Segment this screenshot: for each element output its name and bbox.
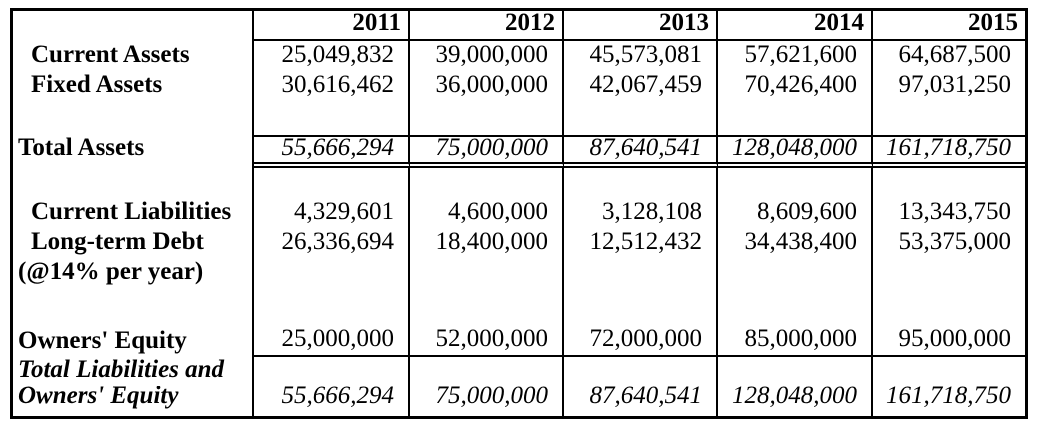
- blank-cell: [564, 168, 718, 198]
- total-value-cell: 161,718,750: [873, 135, 1025, 168]
- blank-cell: [410, 357, 564, 386]
- grand-total-value-cell: 128,048,000: [718, 386, 873, 416]
- blank-cell: [873, 258, 1025, 288]
- value-cell: 85,000,000: [718, 326, 873, 357]
- value-cell: 52,000,000: [410, 326, 564, 357]
- value-cell: 13,343,750: [898, 198, 1012, 225]
- year-header-2011: 2011: [254, 11, 410, 41]
- blank-cell: [718, 357, 873, 386]
- value-cell: 4,600,000: [410, 198, 564, 228]
- year-header-2015: 2015: [873, 11, 1025, 41]
- blank-cell: [410, 288, 564, 326]
- year-header-2013: 2013: [564, 11, 718, 41]
- blank-cell: [564, 258, 718, 288]
- grand-total-value-cell: 55,666,294: [254, 386, 410, 416]
- row-label-total-liabilities-line2: Owners' Equity: [13, 386, 254, 416]
- blank-cell: [254, 168, 410, 198]
- value-cell: 45,573,081: [564, 41, 718, 71]
- blank-cell: [254, 357, 410, 386]
- blank-cell: [13, 288, 254, 326]
- value-cell: 30,616,462: [254, 71, 410, 101]
- blank-cell: [564, 357, 718, 386]
- grand-total-value-cell: 161,718,750: [886, 386, 1011, 409]
- blank-cell: [410, 168, 564, 198]
- value-cell: 25,049,832: [254, 41, 410, 71]
- blank-cell: [564, 288, 718, 326]
- value-cell: 25,000,000: [254, 326, 410, 357]
- blank-cell: [254, 288, 410, 326]
- balance-sheet-table: 2011 2012 2013 2014 2015 Current Assets …: [10, 8, 1028, 419]
- value-cell: 57,621,600: [718, 41, 873, 71]
- corner-cell: [13, 11, 254, 41]
- value-cell: 64,687,500: [898, 41, 1012, 68]
- blank-cell: [254, 258, 410, 288]
- grand-total-value-cell: 75,000,000: [410, 386, 564, 416]
- blank-cell: [718, 288, 873, 326]
- row-label-current-assets: Current Assets: [13, 41, 254, 71]
- blank-cell: [410, 101, 564, 135]
- blank-cell: [13, 168, 254, 198]
- blank-cell: [254, 101, 410, 135]
- total-value-cell: 75,000,000: [410, 135, 564, 168]
- blank-cell: [718, 258, 873, 288]
- value-cell: 53,375,000: [898, 228, 1012, 255]
- row-sublabel-interest-rate: (@14% per year): [13, 258, 254, 288]
- value-cell: 39,000,000: [410, 41, 564, 71]
- year-header-2014: 2014: [718, 11, 873, 41]
- blank-cell: [873, 288, 1025, 326]
- total-value-cell: 87,640,541: [564, 135, 718, 168]
- value-cell: 95,000,000: [873, 326, 1025, 357]
- value-cell: 26,336,694: [254, 228, 410, 258]
- value-cell: 72,000,000: [564, 326, 718, 357]
- total-value-cell: 128,048,000: [718, 135, 873, 168]
- value-cell: 12,512,432: [564, 228, 718, 258]
- row-label-current-liabilities: Current Liabilities: [13, 198, 254, 228]
- value-cell: 36,000,000: [410, 71, 564, 101]
- blank-cell: [873, 101, 1025, 135]
- value-cell: 97,031,250: [898, 71, 1012, 98]
- value-cell: 42,067,459: [564, 71, 718, 101]
- blank-cell: [564, 101, 718, 135]
- blank-cell: [718, 101, 873, 135]
- blank-cell: [410, 258, 564, 288]
- year-header-2012: 2012: [410, 11, 564, 41]
- row-label-long-term-debt: Long-term Debt: [13, 228, 254, 258]
- row-label-owners-equity: Owners' Equity: [13, 326, 254, 357]
- total-value-cell: 55,666,294: [254, 135, 410, 168]
- blank-cell: [718, 168, 873, 198]
- blank-cell: [873, 357, 1025, 386]
- blank-cell: [873, 168, 1025, 198]
- value-cell: 4,329,601: [254, 198, 410, 228]
- value-cell: 34,438,400: [718, 228, 873, 258]
- value-cell: 70,426,400: [718, 71, 873, 101]
- row-label-total-liabilities-line1: Total Liabilities and: [13, 357, 254, 386]
- blank-cell: [13, 101, 254, 135]
- value-cell: 8,609,600: [718, 198, 873, 228]
- row-label-fixed-assets: Fixed Assets: [13, 71, 254, 101]
- value-cell: 3,128,108: [564, 198, 718, 228]
- grand-total-value-cell: 87,640,541: [564, 386, 718, 416]
- row-label-total-assets: Total Assets: [13, 135, 254, 168]
- value-cell: 18,400,000: [410, 228, 564, 258]
